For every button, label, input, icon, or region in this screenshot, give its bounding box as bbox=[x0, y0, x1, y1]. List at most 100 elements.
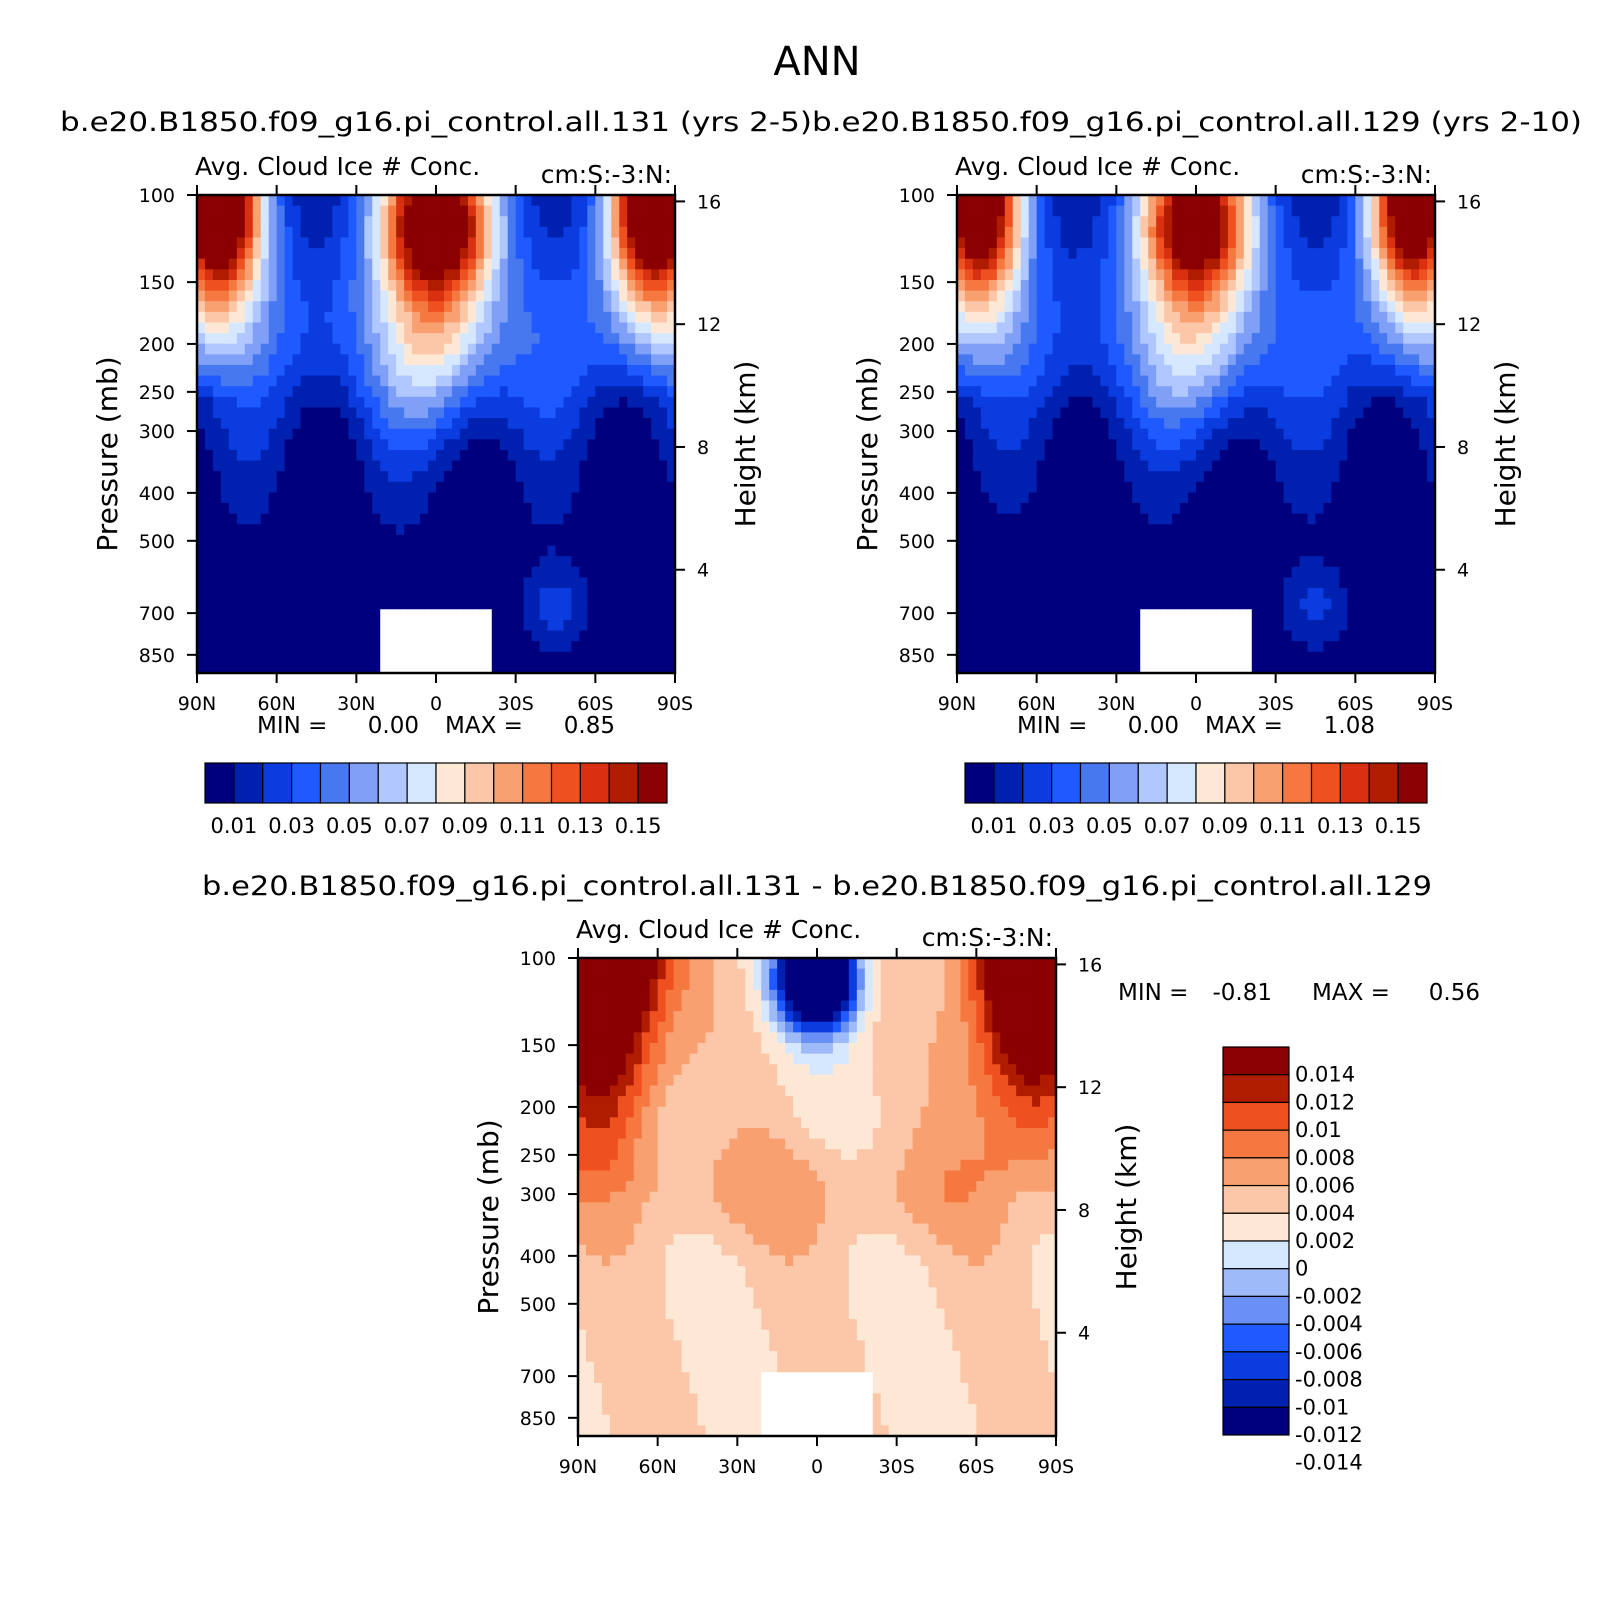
field-cell bbox=[531, 248, 541, 260]
field-cell bbox=[1084, 333, 1094, 345]
field-cell bbox=[996, 216, 1006, 228]
field-cell bbox=[619, 534, 628, 547]
field-cell bbox=[1355, 216, 1364, 228]
field-cell bbox=[980, 418, 990, 430]
field-cell bbox=[1219, 449, 1229, 462]
field-cell bbox=[539, 418, 549, 430]
field-cell bbox=[348, 248, 357, 260]
field-cell bbox=[459, 248, 469, 260]
field-cell bbox=[260, 428, 270, 440]
field-cell bbox=[1251, 195, 1261, 207]
field-cell bbox=[1076, 205, 1086, 217]
field-cell bbox=[316, 407, 326, 419]
field-cell bbox=[1283, 354, 1293, 366]
field-cell bbox=[404, 545, 413, 557]
field-cell bbox=[1251, 449, 1261, 462]
field-cell bbox=[1387, 386, 1396, 398]
field-cell bbox=[324, 577, 334, 589]
field-cell bbox=[515, 439, 525, 451]
field-cell bbox=[1203, 449, 1213, 462]
field-cell bbox=[491, 407, 501, 419]
field-cell bbox=[1060, 279, 1070, 292]
field-cell bbox=[300, 556, 310, 568]
field-cell bbox=[643, 258, 652, 270]
field-cell bbox=[1060, 248, 1070, 260]
field-cell bbox=[1156, 364, 1165, 377]
field-cell bbox=[1140, 237, 1149, 249]
field-cell bbox=[1411, 534, 1420, 547]
field-cell bbox=[1124, 279, 1133, 292]
field-cell bbox=[611, 460, 620, 472]
field-cell bbox=[523, 471, 533, 483]
field-cell bbox=[1243, 566, 1253, 578]
field-cell bbox=[332, 577, 341, 589]
field-cell bbox=[212, 513, 222, 525]
field-cell bbox=[1419, 226, 1428, 239]
y-tick-label: 400 bbox=[139, 483, 175, 505]
field-cell bbox=[1323, 269, 1333, 281]
field-cell bbox=[627, 503, 636, 515]
field-cell bbox=[1124, 301, 1133, 313]
field-cell bbox=[475, 545, 485, 557]
field-cell bbox=[1148, 237, 1157, 249]
field-cell bbox=[1347, 333, 1356, 345]
field-cell bbox=[980, 524, 990, 536]
field-cell bbox=[340, 513, 349, 525]
field-cell bbox=[428, 311, 437, 324]
field-cell bbox=[1315, 364, 1325, 377]
field-cell bbox=[1411, 481, 1420, 494]
field-cell bbox=[348, 311, 357, 324]
field-cell bbox=[212, 301, 222, 313]
field-cell bbox=[324, 205, 334, 217]
field-cell bbox=[412, 619, 421, 632]
field-cell bbox=[412, 333, 421, 345]
field-cell bbox=[276, 566, 286, 578]
field-cell bbox=[523, 524, 533, 536]
field-cell bbox=[1235, 556, 1245, 568]
field-cell bbox=[236, 609, 246, 621]
field-cell bbox=[1331, 301, 1340, 313]
field-cell bbox=[555, 492, 565, 504]
field-cell bbox=[436, 301, 445, 313]
field-cell bbox=[507, 556, 517, 568]
field-cell bbox=[475, 216, 485, 228]
field-cell bbox=[1172, 354, 1181, 366]
field-cell bbox=[1347, 322, 1356, 334]
field-cell bbox=[1036, 364, 1046, 377]
field-cell bbox=[1044, 418, 1054, 430]
field-cell bbox=[483, 195, 493, 207]
field-cell bbox=[587, 471, 596, 483]
field-cell bbox=[1315, 524, 1325, 536]
field-cell bbox=[467, 428, 477, 440]
field-cell bbox=[396, 418, 405, 430]
field-cell bbox=[428, 279, 437, 292]
colorbar-box bbox=[608, 762, 639, 804]
field-cell bbox=[1164, 269, 1173, 281]
field-cell bbox=[1251, 258, 1261, 270]
field-cell bbox=[547, 407, 557, 419]
field-cell bbox=[467, 216, 477, 228]
field-cell bbox=[603, 651, 612, 663]
field-cell bbox=[1188, 237, 1197, 249]
field-cell bbox=[348, 545, 357, 557]
field-cell bbox=[380, 460, 389, 472]
field-cell bbox=[443, 577, 453, 589]
field-cell bbox=[611, 407, 620, 419]
field-cell bbox=[611, 364, 620, 377]
colorbar-box bbox=[291, 762, 322, 804]
field-cell bbox=[571, 460, 580, 472]
field-cell bbox=[1307, 205, 1317, 217]
field-cell bbox=[531, 492, 541, 504]
field-cell bbox=[1243, 248, 1253, 260]
field-cell bbox=[284, 258, 294, 270]
field-cell bbox=[451, 492, 461, 504]
field-cell bbox=[1028, 322, 1038, 334]
field-cell bbox=[547, 386, 557, 398]
field-cell bbox=[635, 269, 644, 281]
field-cell bbox=[988, 333, 998, 345]
field-cell bbox=[244, 630, 254, 642]
field-cell bbox=[467, 343, 477, 355]
field-cell bbox=[436, 609, 445, 621]
field-cell bbox=[667, 524, 675, 536]
field-cell bbox=[972, 524, 982, 536]
